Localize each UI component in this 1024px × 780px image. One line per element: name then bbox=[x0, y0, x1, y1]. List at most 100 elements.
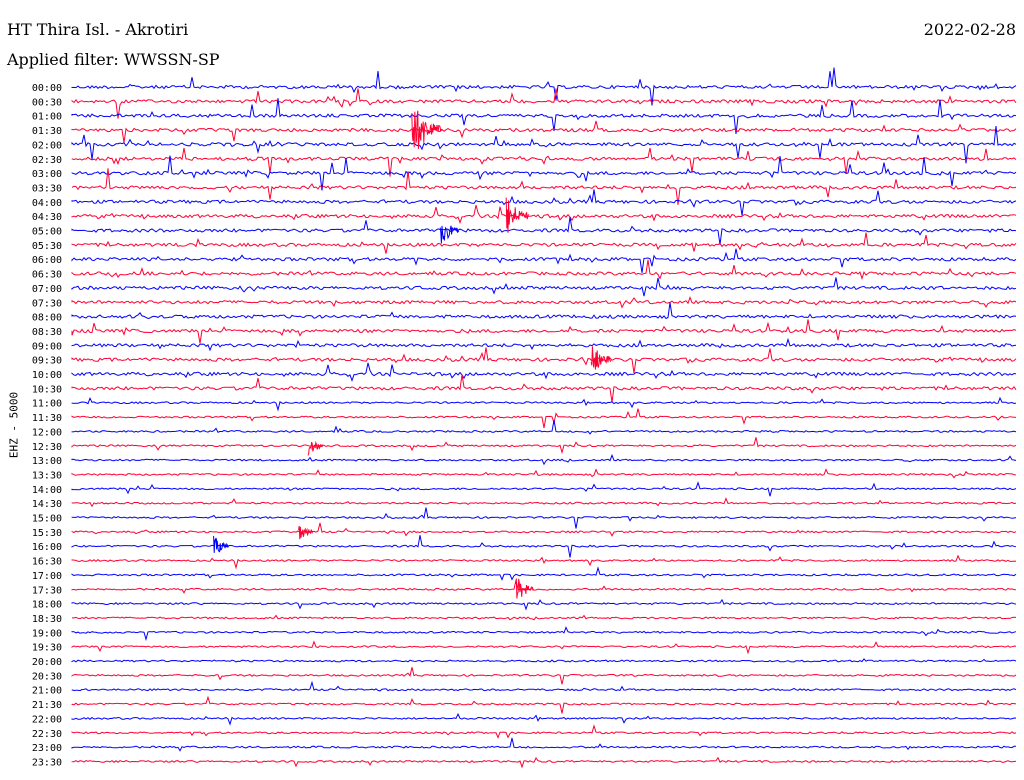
row-label: 15:30 bbox=[32, 528, 62, 539]
row-label: 18:30 bbox=[32, 614, 62, 625]
row-label: 11:00 bbox=[32, 399, 62, 410]
row-label: 05:30 bbox=[32, 241, 62, 252]
trace-row bbox=[71, 712, 1017, 726]
trace-row bbox=[71, 204, 1017, 225]
row-label: 10:30 bbox=[32, 384, 62, 395]
trace-row bbox=[71, 481, 1017, 497]
row-label: 01:30 bbox=[32, 126, 62, 137]
row-label: 02:30 bbox=[32, 155, 62, 166]
row-label: 12:00 bbox=[32, 427, 62, 438]
row-label: 18:00 bbox=[32, 600, 62, 611]
trace-row bbox=[71, 168, 1017, 205]
row-label: 16:30 bbox=[32, 557, 62, 568]
row-label: 06:00 bbox=[32, 255, 62, 266]
row-label: 17:00 bbox=[32, 571, 62, 582]
trace-row bbox=[71, 724, 1017, 739]
row-label: 17:30 bbox=[32, 585, 62, 596]
trace-row bbox=[71, 507, 1017, 529]
event-burst bbox=[505, 197, 529, 233]
trace-row bbox=[71, 468, 1017, 479]
row-label: 03:30 bbox=[32, 183, 62, 194]
event-burst bbox=[590, 346, 612, 370]
trace-row bbox=[71, 88, 1017, 119]
trace-row bbox=[71, 155, 1017, 191]
trace-row bbox=[71, 319, 1017, 344]
trace-row bbox=[71, 522, 1017, 537]
row-label: 07:30 bbox=[32, 298, 62, 309]
row-label: 14:00 bbox=[32, 485, 62, 496]
trace-row bbox=[71, 680, 1017, 692]
trace-row bbox=[71, 408, 1017, 429]
trace-row bbox=[71, 554, 1017, 570]
row-label: 21:30 bbox=[32, 700, 62, 711]
trace-row bbox=[71, 362, 1017, 383]
row-label: 22:30 bbox=[32, 729, 62, 740]
row-label: 14:30 bbox=[32, 499, 62, 510]
trace-row bbox=[71, 337, 1017, 352]
trace-row bbox=[71, 598, 1017, 611]
trace-row bbox=[71, 120, 1017, 143]
trace-row bbox=[71, 640, 1017, 655]
trace-row bbox=[71, 737, 1017, 752]
row-label: 10:00 bbox=[32, 370, 62, 381]
event-burst bbox=[298, 525, 313, 540]
trace-row bbox=[71, 248, 1017, 273]
trace-row bbox=[71, 658, 1017, 663]
trace-row bbox=[71, 232, 1017, 254]
event-burst bbox=[439, 225, 460, 244]
station-title: HT Thira Isl. - Akrotiri bbox=[7, 20, 189, 39]
trace-row bbox=[71, 695, 1017, 714]
row-label: 13:30 bbox=[32, 470, 62, 481]
row-label: 19:30 bbox=[32, 643, 62, 654]
trace-row bbox=[71, 295, 1017, 309]
row-label: 20:30 bbox=[32, 671, 62, 682]
trace-row bbox=[71, 277, 1017, 297]
trace-row bbox=[71, 396, 1017, 412]
trace-row bbox=[71, 216, 1017, 245]
row-label: 13:00 bbox=[32, 456, 62, 467]
trace-row bbox=[71, 626, 1017, 642]
trace-row bbox=[71, 98, 1017, 135]
row-label: 23:00 bbox=[32, 743, 62, 754]
row-label: 15:00 bbox=[32, 514, 62, 525]
row-label: 00:00 bbox=[32, 83, 62, 94]
row-label: 09:30 bbox=[32, 356, 62, 367]
row-label: 19:00 bbox=[32, 628, 62, 639]
row-label: 07:00 bbox=[32, 284, 62, 295]
trace-row bbox=[71, 580, 1017, 594]
trace-row bbox=[72, 614, 1017, 621]
row-label: 22:00 bbox=[32, 714, 62, 725]
row-label: 02:00 bbox=[32, 140, 62, 151]
trace-row bbox=[71, 147, 1017, 177]
event-burst bbox=[515, 578, 534, 599]
date-label: 2022-02-28 bbox=[923, 20, 1016, 39]
row-label: 12:30 bbox=[32, 442, 62, 453]
trace-row bbox=[71, 302, 1017, 320]
trace-row bbox=[71, 67, 1017, 106]
row-label: 01:00 bbox=[32, 112, 62, 123]
row-label: 08:00 bbox=[32, 313, 62, 324]
row-label: 04:30 bbox=[32, 212, 62, 223]
trace-row bbox=[71, 420, 1017, 435]
row-label: 04:00 bbox=[32, 198, 62, 209]
trace-row bbox=[71, 667, 1017, 685]
trace-row bbox=[71, 756, 1016, 769]
filter-label: Applied filter: WWSSN-SP bbox=[7, 50, 220, 69]
trace-row bbox=[71, 497, 1017, 508]
trace-row bbox=[71, 126, 1017, 164]
event-burst bbox=[307, 440, 324, 456]
row-label: 05:00 bbox=[32, 227, 62, 238]
row-label: 06:30 bbox=[32, 270, 62, 281]
trace-row bbox=[71, 374, 1017, 403]
trace-row bbox=[71, 453, 1017, 466]
trace-row bbox=[71, 347, 1017, 374]
row-label: 00:30 bbox=[32, 97, 62, 108]
trace-row bbox=[71, 189, 1017, 216]
row-label: 21:00 bbox=[32, 686, 62, 697]
row-label: 16:00 bbox=[32, 542, 62, 553]
trace-row bbox=[71, 437, 1017, 455]
trace-row bbox=[71, 566, 1017, 581]
row-label: 03:00 bbox=[32, 169, 62, 180]
event-burst bbox=[411, 110, 442, 149]
